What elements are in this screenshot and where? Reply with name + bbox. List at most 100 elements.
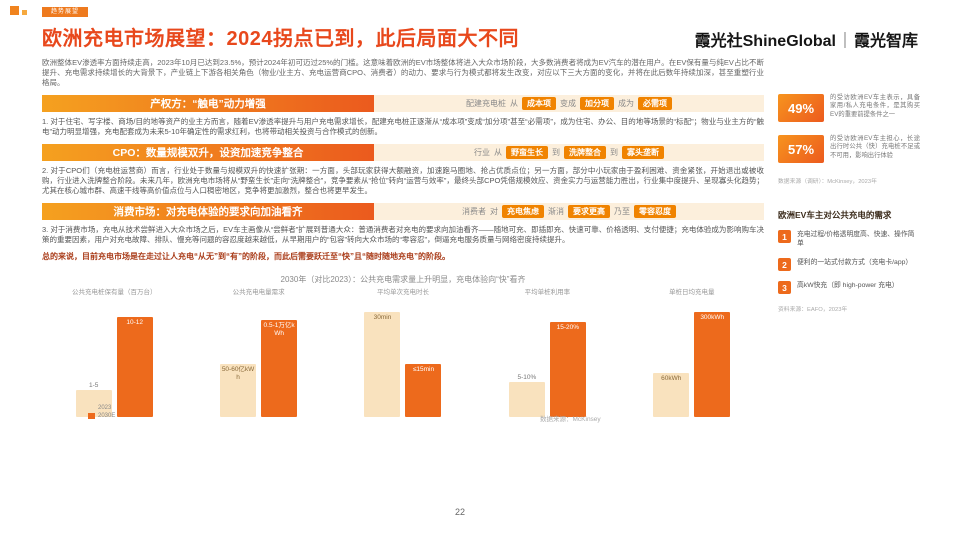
chart-groups: 公共充电桩保有量（百万台） 1-5 10-12 公共充电电量需求 50-60亿kWh 0.…: [42, 289, 764, 417]
section-banner-keywords: 消费者对充电焦虑 渐消 要求更高 乃至 零容忍度: [374, 203, 764, 220]
need-text: 充电过程/价格透明度高、快速、操作简单: [797, 231, 915, 247]
banner-token: 到: [552, 148, 561, 157]
banner-keyword-chip: 加分项: [580, 97, 615, 110]
page-title: 欧洲充电市场展望：2024拐点已到，此后局面大不同: [42, 28, 519, 50]
chart-group: 公共充电桩保有量（百万台） 1-5 10-12: [48, 289, 180, 417]
need-number-badge: 2: [778, 258, 791, 271]
banner-token: 到: [610, 148, 619, 157]
chart-bar-value: 30min: [373, 314, 392, 321]
stat-57: 57% 的受访欧洲EV车主担心，长途出行时公共（快）充电桩不足或不可用，影响出行…: [778, 135, 920, 163]
main-content: 欧洲整体EV渗透率方面持续走高，2023年10月已达到23.5%，预计2024年…: [42, 58, 764, 423]
need-item: 3 高kW快充（即 high-power 充电）: [778, 281, 920, 294]
chart-bar-2030E: 0.5-1万亿kWh: [261, 320, 298, 417]
chart-bar-value: ≤15min: [412, 366, 435, 373]
banner-keyword-chip: 充电焦虑: [502, 205, 545, 218]
chart-bar-value: 5-10%: [517, 373, 537, 381]
stat-value-badge: 57%: [778, 135, 824, 163]
chart-group-label: 公共充电桩保有量（百万台）: [71, 289, 157, 296]
banner-token: 成为: [618, 99, 635, 108]
stat-49: 49% 的受访欧洲EV车主表示，具备家用/私人充电条件，是其购买EV的重要前提条…: [778, 94, 920, 122]
chart-bar-value: 0.5-1万亿kWh: [263, 322, 295, 337]
section-banner-title: 消费市场：对充电体验的要求向加油看齐: [42, 203, 375, 220]
legend-item: 2030E: [88, 413, 115, 419]
need-number-badge: 1: [778, 230, 791, 243]
chart-bar-pair: 5-10% 15-20%: [508, 312, 586, 417]
chart-source: 数据来源：McKinsey: [540, 416, 601, 423]
stat-description: 的受访欧洲EV车主担心，长途出行时公共（快）充电桩不足或不可用，影响出行体验: [830, 135, 920, 159]
stat-description: 的受访欧洲EV车主表示，具备家用/私人充电条件，是其购买EV的重要前提条件之一: [830, 94, 920, 118]
corner-decoration-square: [10, 6, 19, 15]
banner-token: 乃至: [614, 207, 631, 216]
banner-keyword-chip: 必需项: [638, 97, 673, 110]
section-banner-keywords: 配建充电桩从成本项 变成 加分项 成为 必需项: [374, 95, 764, 112]
chart-bar-2030E: 10-12: [116, 317, 153, 417]
banner-token: 消费者: [462, 207, 487, 216]
needs-list: 1 充电过程/价格透明度高、快速、操作简单 2 便利的一站式付款方式（充电卡/app）…: [778, 230, 920, 294]
chapter-tag: 趋势展望: [42, 7, 89, 17]
bar-chart: 2030年（对比2023）：公共充电需求量上升明显，充电体验向“快”看齐 公共充…: [42, 274, 764, 423]
banner-keyword-chip: 寡头垄断: [622, 146, 665, 159]
chart-title: 2030年（对比2023）：公共充电需求量上升明显，充电体验向“快”看齐: [280, 275, 526, 284]
legend-label: 2030E: [98, 413, 116, 419]
chart-bar-2023: 30min: [364, 312, 401, 417]
chart-bar-pair: 60kWh 300kWh: [653, 312, 731, 417]
page-number: 22: [454, 507, 465, 517]
banner-keyword-chip: 零容忍度: [634, 205, 677, 218]
summary-note: 总的来说，目前充电市场是在走过让人充电“从无”到“有”的阶段，而此后需要跃迁至“…: [42, 252, 450, 261]
banner-keyword-chip: 野蛮生长: [506, 146, 549, 159]
chart-group-label: 平均单次充电时长: [376, 289, 429, 296]
chart-bar-value: 300kWh: [700, 314, 725, 321]
needs-section-title: 欧洲EV车主对公共充电的需求: [778, 210, 892, 220]
need-text: 高kW快充（即 high-power 充电）: [797, 282, 899, 289]
legend-swatch: [88, 413, 95, 419]
brand-cn: 霞光社: [694, 33, 743, 50]
chart-group: 单桩日均充电量 60kWh 300kWh: [626, 289, 758, 417]
chart-group: 平均单桩利用率 5-10% 15-20%: [481, 289, 613, 417]
chart-bar-2023: 50-60亿kWh: [220, 364, 257, 417]
section-body: 1. 对于住宅、写字楼、商场/目的地等资产的业主方而言，随着EV渗透率提升与用户…: [42, 117, 764, 136]
chart-bar-2023: 5-10%: [508, 374, 545, 417]
brand-en: ShineGlobal: [742, 33, 836, 50]
chart-bar-value: 15-20%: [556, 324, 580, 331]
chart-group-label: 单桩日均充电量: [669, 289, 715, 296]
chart-bar-value: 1-5: [88, 381, 99, 389]
brand-sub: 霞光智库: [853, 33, 918, 50]
section-banner-title: 产权方：“触电”动力增强: [42, 95, 375, 112]
banner-keyword-chip: 成本项: [522, 97, 557, 110]
banner-token: 从: [510, 99, 519, 108]
intro-paragraph: 欧洲整体EV渗透率方面持续走高，2023年10月已达到23.5%，预计2024年…: [42, 58, 764, 87]
chart-bar-2030E: 300kWh: [694, 312, 731, 417]
chart-bar-2030E: 15-20%: [549, 322, 586, 417]
chart-group: 平均单次充电时长 30min ≤15min: [337, 289, 469, 417]
stats-source-note: 数据来源（调研）：McKinsey，2023年: [778, 179, 877, 185]
chart-group-label: 公共充电电量需求: [232, 289, 285, 296]
chart-bar-2030E: ≤15min: [405, 364, 442, 417]
banner-token: 配建充电桩: [466, 99, 507, 108]
section-banner-owners: 产权方：“触电”动力增强 配建充电桩从成本项 变成 加分项 成为 必需项: [42, 95, 764, 112]
sidebar: 49% 的受访欧洲EV车主表示，具备家用/私人充电条件，是其购买EV的重要前提条…: [778, 94, 920, 313]
chart-bar-value: 10-12: [126, 319, 143, 326]
chart-bar-2023: 60kWh: [653, 373, 690, 417]
brand-separator: ｜: [836, 33, 853, 50]
stat-value-badge: 49%: [778, 94, 824, 122]
banner-token: 渐消: [548, 207, 565, 216]
legend-item: 2023: [88, 405, 115, 411]
banner-keyword-chip: 洗牌整合: [564, 146, 607, 159]
needs-source-note: 资料来源：EAFO，2023年: [778, 307, 848, 313]
need-item: 2 便利的一站式付款方式（充电卡/app）: [778, 258, 920, 271]
chart-legend: 2023 2030E: [88, 405, 115, 421]
section-body: 3. 对于消费市场，充电从技术尝鲜进入大众市场之后，EV车主画像从“尝鲜者”扩展…: [42, 225, 764, 244]
banner-token: 对: [490, 207, 499, 216]
banner-token: 变成: [560, 99, 577, 108]
legend-swatch: [88, 405, 95, 411]
need-number-badge: 3: [778, 281, 791, 294]
chart-group-label: 平均单桩利用率: [524, 289, 571, 296]
chart-bar-value: 60kWh: [661, 375, 682, 382]
brand-logo: 霞光社ShineGlobal｜霞光智库: [695, 27, 918, 51]
banner-token: 从: [494, 148, 503, 157]
section-banner-title: CPO：数量规模双升，设资加速竞争整合: [42, 144, 375, 161]
banner-token: 行业: [474, 148, 491, 157]
chart-bar-pair: 30min ≤15min: [364, 312, 442, 417]
legend-label: 2023: [98, 405, 112, 411]
